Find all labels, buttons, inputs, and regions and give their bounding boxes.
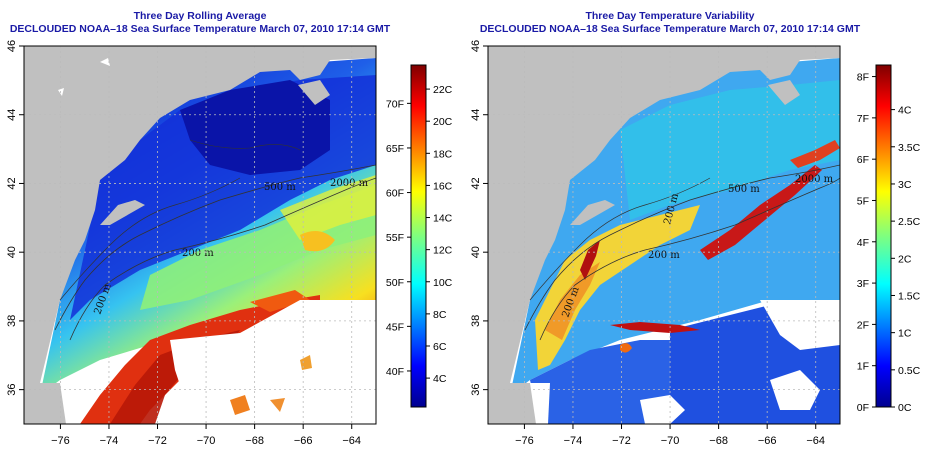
colorbar-tick-label: 70F [386, 98, 404, 110]
chart-title: Three Day Rolling Average [133, 10, 267, 22]
contour-label-2000m: 2000 m [795, 174, 834, 185]
colorbar-tick-label: 12C [433, 245, 453, 257]
colorbar-tick-label: 22C [433, 84, 453, 96]
colorbar-tick-label: 5F [857, 195, 869, 207]
y-tick-label: 44 [6, 109, 18, 121]
x-tick-label: −68 [709, 435, 728, 447]
x-tick-label: −74 [564, 435, 583, 447]
colorbar-tick-label: 1F [857, 361, 869, 373]
y-tick-label: 42 [470, 177, 482, 189]
x-axis: −76 −74 −72 −70 −68 −66 −64 [51, 424, 361, 447]
colorbar-tick-label: 3.5C [898, 142, 921, 154]
chart-title: Three Day Temperature Variability [585, 10, 755, 22]
colorbar-tick-label: 6C [433, 341, 447, 353]
colorbar-tick-label: 50F [386, 277, 404, 289]
colorbar-tick-label: 4C [898, 105, 912, 117]
colorbar-tick-label: 4C [433, 373, 447, 385]
x-tick-label: −72 [148, 435, 167, 447]
x-tick-label: −72 [612, 435, 631, 447]
plot-frame [487, 45, 841, 425]
gridlines [488, 45, 840, 424]
x-tick-label: −70 [661, 435, 680, 447]
y-tick-label: 46 [470, 40, 482, 52]
colorbar-celsius-ticks: 4C 6C 8C 10C 12C 14C 16C 18C 20C 22C [426, 84, 453, 385]
y-tick-label: 38 [6, 315, 18, 327]
colorbar-tick-label: 2C [898, 253, 912, 265]
y-tick-label: 44 [470, 109, 482, 121]
colorbar-tick-label: 65F [386, 143, 404, 155]
colorbar-tick-label: 8F [857, 72, 869, 84]
y-tick-label: 36 [470, 384, 482, 396]
colorbar-tick-label: 1.5C [898, 290, 921, 302]
y-tick-label: 42 [6, 177, 18, 189]
panel-rolling-average: Three Day Rolling Average DECLOUDED NOAA… [6, 10, 453, 447]
colorbar-tick-label: 0C [898, 402, 912, 414]
colorbar-tick-label: 60F [386, 188, 404, 200]
y-tick-label: 40 [6, 246, 18, 258]
contour-label-500m: 500 m [728, 184, 760, 195]
contour-label-200m: 200 m [648, 250, 680, 261]
colorbar-tick-label: 10C [433, 277, 453, 289]
colorbar-tick-label: 0F [857, 402, 869, 414]
colorbar [410, 64, 427, 408]
chart-subtitle: DECLOUDED NOAA–18 Sea Surface Temperatur… [479, 23, 861, 35]
colorbar-tick-label: 20C [433, 116, 453, 128]
colorbar-tick-label: 55F [386, 232, 404, 244]
x-tick-label: −76 [515, 435, 534, 447]
sst-average-map: 2000 m 200 m 500 m 200 m −76 −74 −72 −70 −68… [6, 40, 453, 447]
x-tick-label: −66 [758, 435, 777, 447]
colorbar-tick-label: 1C [898, 328, 912, 340]
colorbar-tick-label: 16C [433, 180, 453, 192]
y-tick-label: 36 [6, 384, 18, 396]
x-tick-label: −74 [100, 435, 119, 447]
colorbar-tick-label: 6F [857, 154, 869, 166]
sst-variability-map: 2000 m 200 m 500 m 200 m 200 m −76 −74 −72… [470, 40, 921, 447]
chart-subtitle: DECLOUDED NOAA–18 Sea Surface Temperatur… [9, 23, 391, 35]
x-tick-label: −70 [197, 435, 216, 447]
x-axis: −76 −74 −72 −70 −68 −66 −64 [515, 424, 825, 447]
colorbar-fahrenheit-ticks: 40F 45F 50F 55F 60F 65F 70F [386, 98, 411, 378]
colorbar [875, 64, 892, 408]
x-tick-label: −68 [245, 435, 264, 447]
colorbar-tick-label: 7F [857, 113, 869, 125]
colorbar-fahrenheit-ticks: 0F 1F 2F 3F 4F 5F 6F 7F 8F [857, 72, 876, 414]
colorbar-tick-label: 40F [386, 366, 404, 378]
contour-label-500m: 500 m [264, 182, 296, 193]
y-axis: 36 38 40 42 44 46 [470, 40, 488, 396]
x-tick-label: −76 [51, 435, 70, 447]
contour-label-200m: 200 m [182, 248, 214, 259]
colorbar-celsius-ticks: 0C 0.5C 1C 1.5C 2C 2.5C 3C 3.5C 4C [891, 105, 921, 414]
colorbar-tick-label: 2.5C [898, 216, 921, 228]
y-axis: 36 38 40 42 44 46 [6, 40, 24, 396]
colorbar-tick-label: 2F [857, 319, 869, 331]
colorbar-tick-label: 3F [857, 278, 869, 290]
y-tick-label: 40 [470, 246, 482, 258]
x-tick-label: −64 [806, 435, 825, 447]
panel-variability: Three Day Temperature Variability DECLOU… [470, 0, 945, 475]
y-tick-label: 46 [6, 40, 18, 52]
colorbar-tick-label: 14C [433, 213, 453, 225]
colorbar-tick-label: 3C [898, 179, 912, 191]
colorbar-tick-label: 4F [857, 237, 869, 249]
y-tick-label: 38 [470, 315, 482, 327]
plot-frame [23, 45, 377, 425]
x-tick-label: −66 [294, 435, 313, 447]
x-tick-label: −64 [342, 435, 361, 447]
colorbar-tick-label: 8C [433, 309, 447, 321]
map-field: 2000 m 200 m 500 m 200 m 200 m [488, 46, 840, 424]
colorbar-tick-label: 45F [386, 321, 404, 333]
colorbar-tick-label: 0.5C [898, 365, 921, 377]
map-field: 2000 m 200 m 500 m 200 m [24, 46, 376, 424]
colorbar-tick-label: 18C [433, 148, 453, 160]
